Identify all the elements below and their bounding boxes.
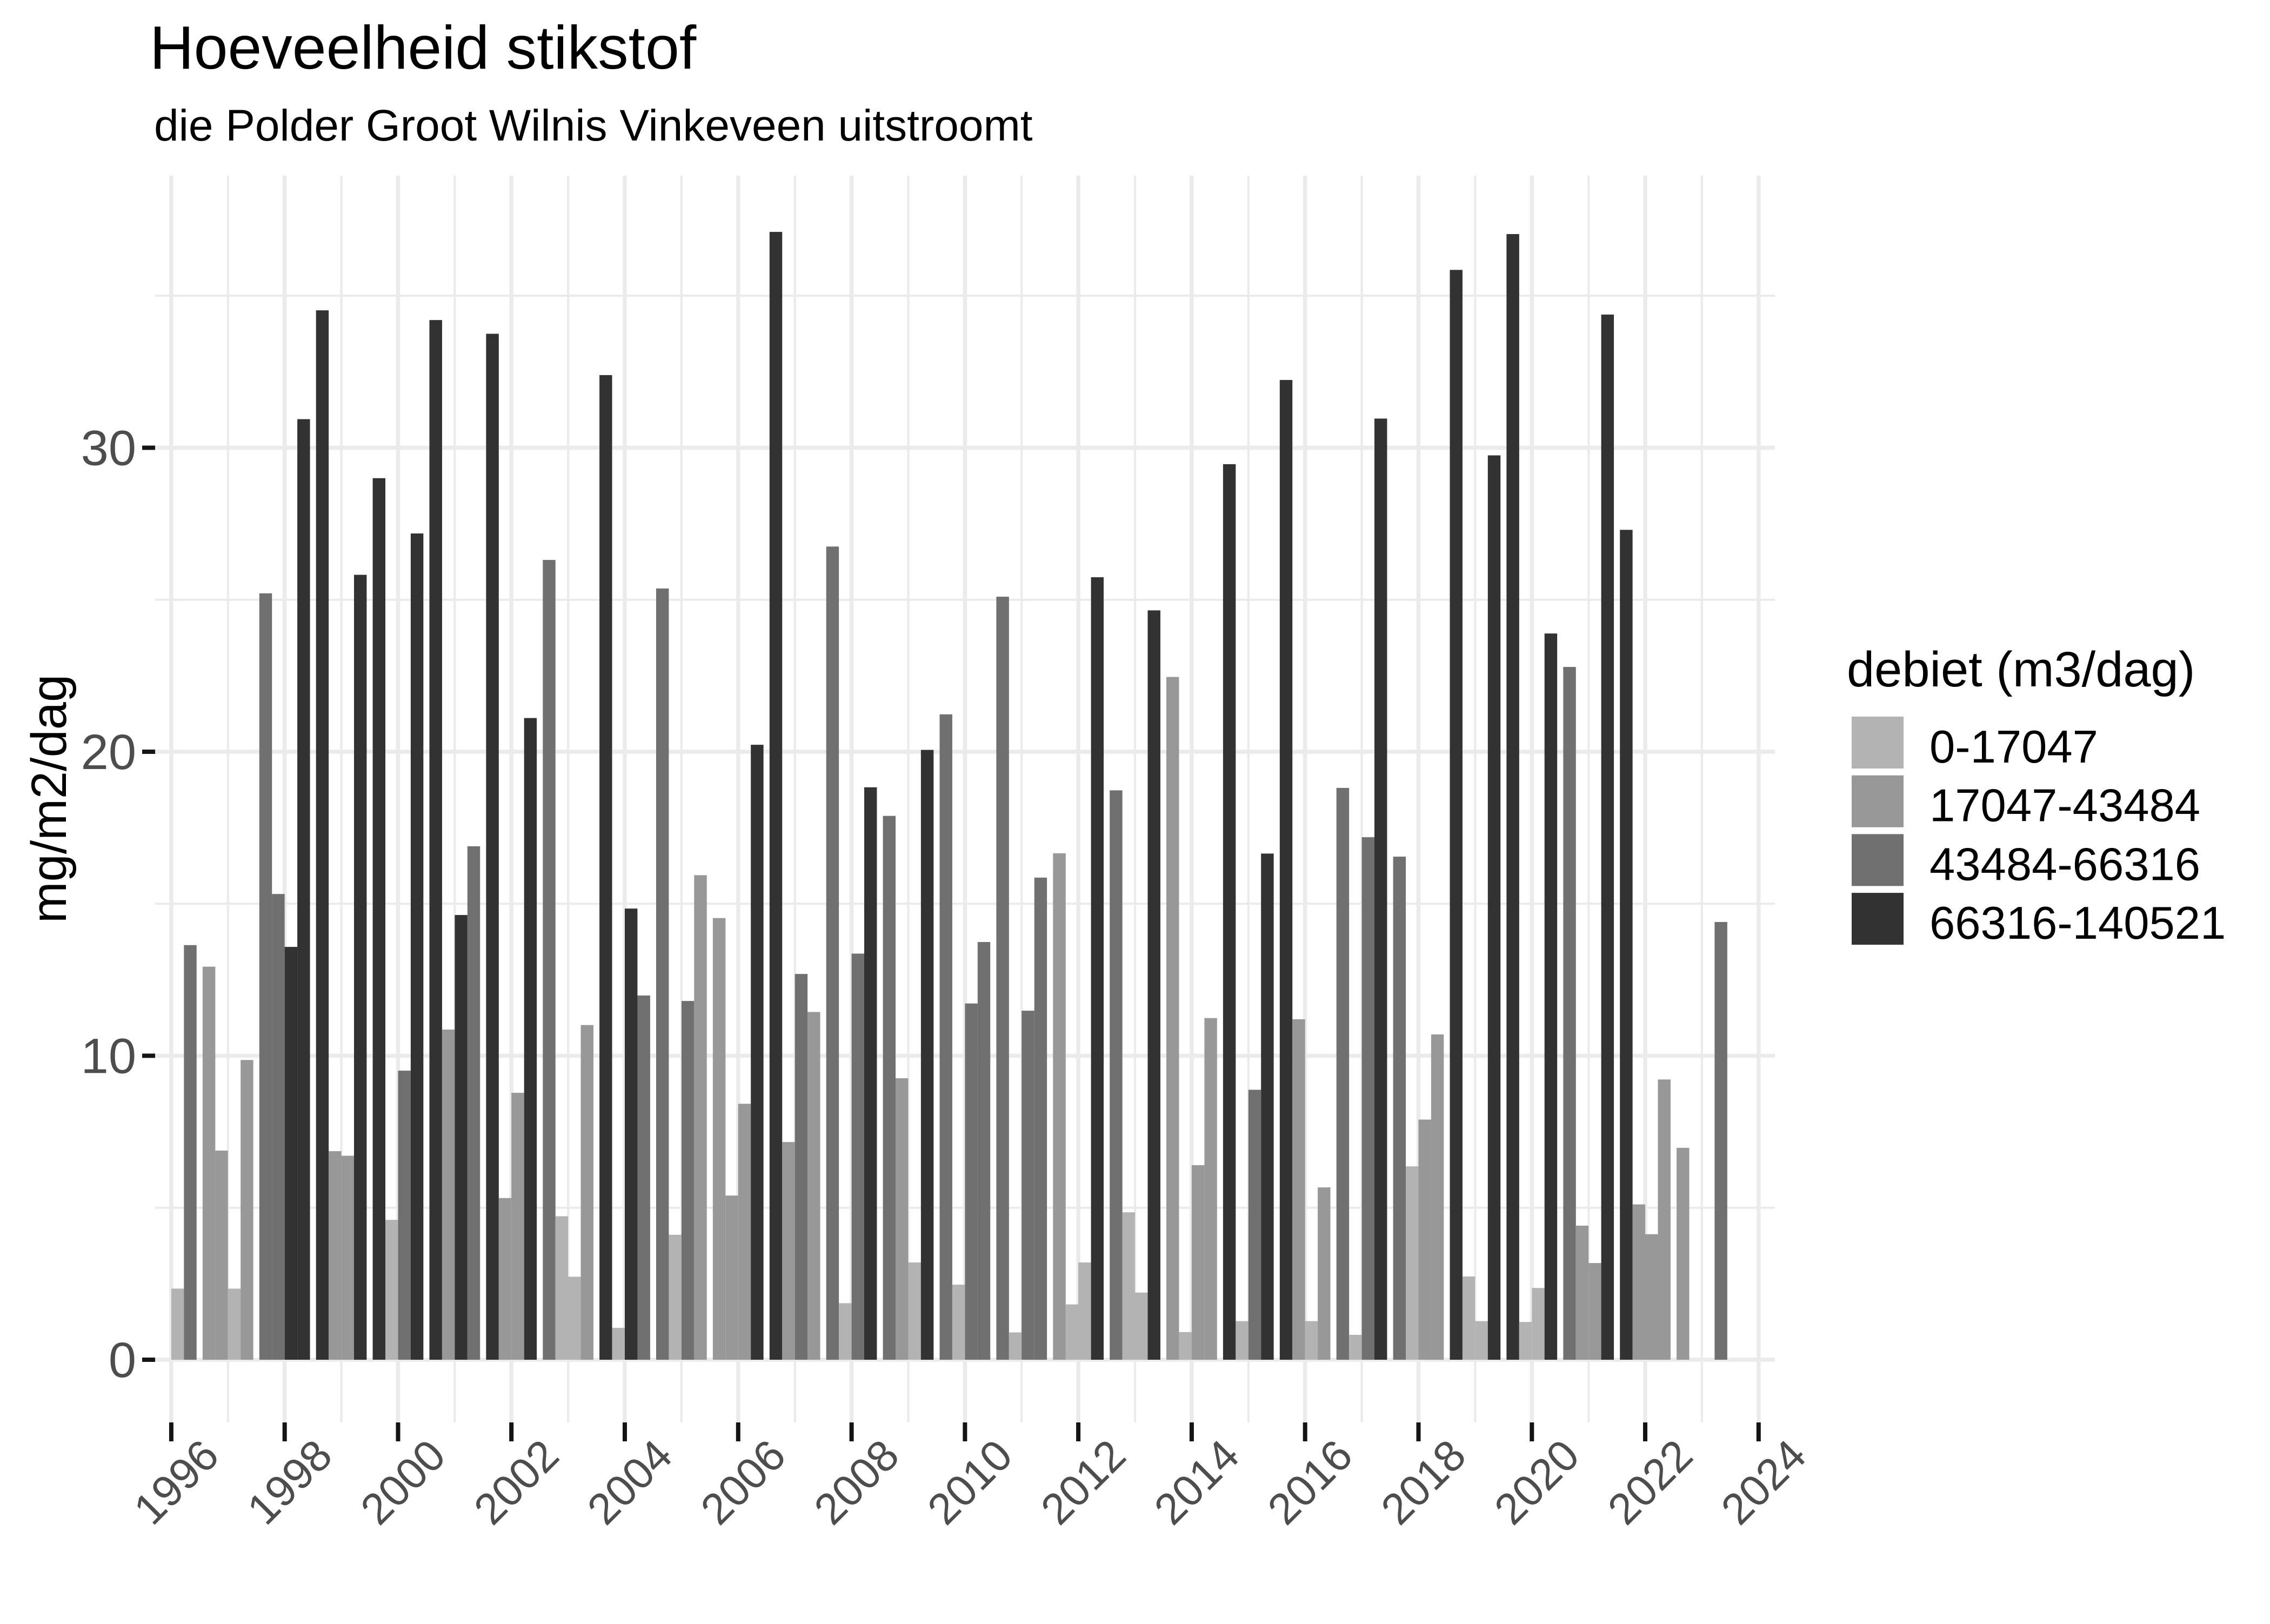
svg-text:debiet (m3/dag): debiet (m3/dag) (1847, 642, 2195, 697)
svg-text:Hoeveelheid stikstof: Hoeveelheid stikstof (150, 14, 697, 82)
svg-text:die Polder Groot Wilnis Vinkev: die Polder Groot Wilnis Vinkeveen uitstr… (154, 101, 1033, 150)
svg-text:66316-140521: 66316-140521 (1929, 898, 2226, 949)
svg-text:30: 30 (81, 421, 136, 476)
svg-text:0: 0 (109, 1333, 136, 1388)
svg-text:10: 10 (81, 1029, 136, 1084)
svg-text:43484-66316: 43484-66316 (1929, 839, 2200, 890)
svg-text:0-17047: 0-17047 (1929, 721, 2098, 773)
svg-text:20: 20 (81, 725, 136, 780)
svg-text:17047-43484: 17047-43484 (1929, 780, 2200, 832)
svg-text:mg/m2/dag: mg/m2/dag (22, 674, 77, 923)
